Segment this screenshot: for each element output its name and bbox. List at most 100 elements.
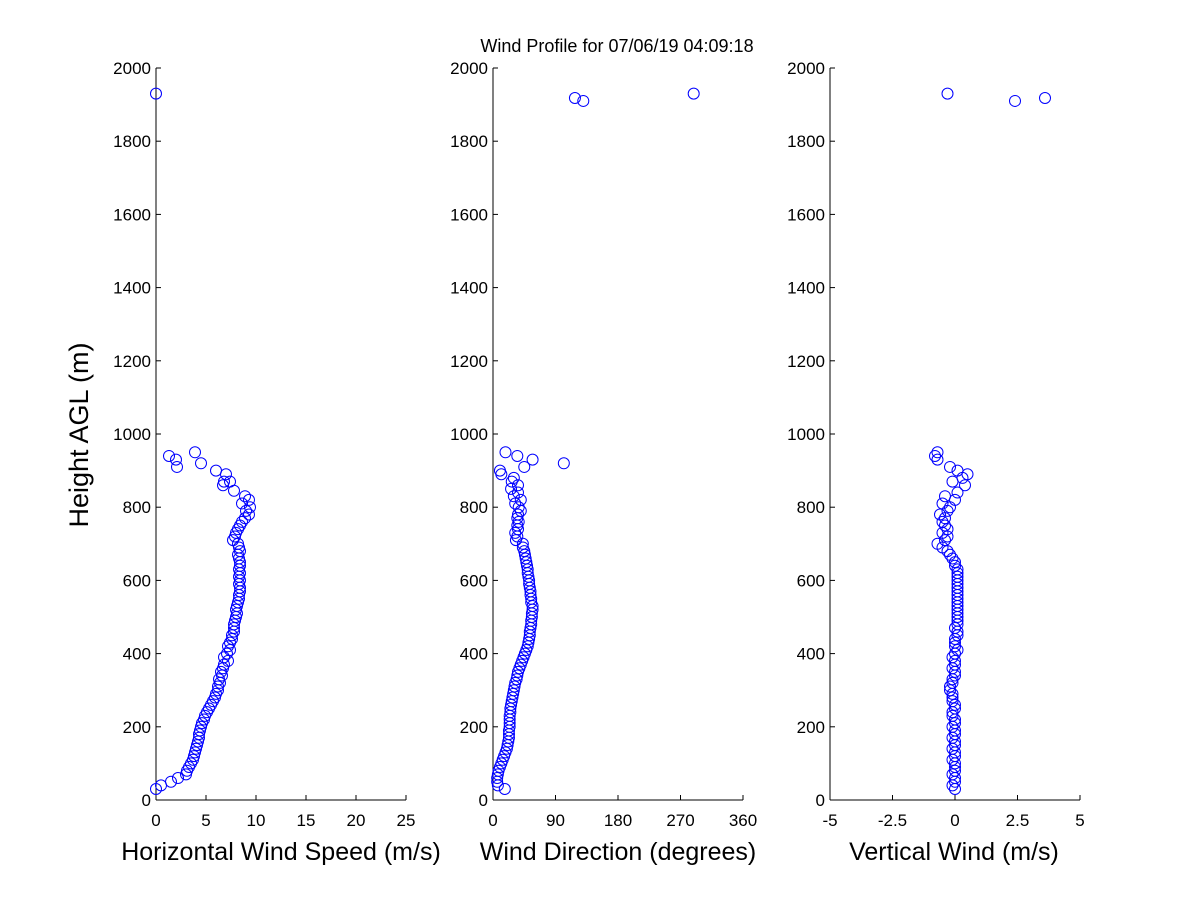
vertical-data-point	[946, 673, 959, 686]
speed-data-point	[172, 772, 184, 785]
speed-data-point	[163, 449, 175, 462]
speed-xtick-label: 25	[397, 811, 416, 830]
speed-data-point	[210, 687, 222, 700]
vertical-ytick-label: 600	[797, 571, 825, 590]
direction-data-point	[491, 772, 504, 785]
direction-data-point	[491, 779, 504, 792]
vertical-data-point	[946, 779, 959, 792]
vertical-xtick-label: 2.5	[1006, 811, 1030, 830]
direction-xtick-label: 360	[729, 811, 757, 830]
direction-panel-xlabel: Wind Direction (degrees)	[480, 838, 757, 866]
vertical-ytick-label: 200	[797, 718, 825, 737]
direction-data-point	[505, 475, 518, 488]
speed-data-point	[220, 468, 232, 481]
speed-xtick-label: 0	[151, 811, 160, 830]
direction-xtick-label: 270	[666, 811, 694, 830]
direction-ytick-label: 200	[460, 718, 488, 737]
vertical-data-point	[951, 629, 964, 642]
vertical-data-point	[946, 687, 959, 700]
figure-title: Wind Profile for 07/06/19 04:09:18	[480, 36, 753, 56]
speed-ytick-label: 2000	[113, 59, 151, 78]
vertical-panel: Vertical Wind (m/s) 0 200 400 600 800 1000 120…	[787, 59, 1085, 866]
vertical-data-point	[949, 640, 961, 653]
direction-ytick-label: 1800	[450, 132, 488, 151]
direction-data-point	[491, 775, 504, 788]
vertical-data-point	[946, 706, 959, 719]
direction-data-point	[501, 739, 514, 752]
vertical-data-point	[946, 753, 959, 766]
vertical-ytick-label: 1200	[787, 352, 825, 371]
vertical-ytick-label: 2000	[787, 59, 825, 78]
speed-data-point	[230, 611, 242, 623]
speed-data-point	[165, 775, 177, 788]
speed-data-point	[216, 669, 228, 682]
direction-ytick-label: 1000	[450, 425, 488, 444]
vertical-data-point	[959, 479, 971, 492]
direction-data-point	[502, 735, 515, 748]
vertical-data-point	[931, 446, 944, 459]
vertical-data-point	[946, 651, 959, 664]
speed-data-point	[221, 647, 233, 660]
speed-data-point	[243, 508, 255, 521]
speed-ytick-label: 400	[123, 645, 151, 664]
speed-data-point	[231, 607, 243, 620]
direction-data-point	[522, 636, 535, 649]
direction-data-point	[499, 446, 512, 459]
direction-xtick-label: 0	[488, 811, 497, 830]
speed-ytick-label: 0	[142, 791, 151, 810]
direction-data-point	[577, 94, 590, 107]
speed-data-point	[240, 504, 252, 517]
vertical-data-point	[949, 621, 961, 634]
vertical-data-point	[946, 720, 959, 733]
speed-ytick-label: 600	[123, 571, 151, 590]
vertical-data-point	[949, 556, 961, 569]
vertical-data-point	[946, 475, 959, 488]
direction-ytick-label: 800	[460, 498, 488, 517]
vertical-data-point	[929, 449, 941, 462]
direction-ytick-label: 600	[460, 571, 488, 590]
vertical-data-point	[946, 731, 959, 744]
speed-data-point	[244, 501, 256, 514]
speed-data-point	[170, 453, 182, 466]
vertical-xtick-label: -2.5	[878, 811, 907, 830]
direction-data-point	[514, 504, 527, 517]
vertical-panel-xlabel: Vertical Wind (m/s)	[849, 838, 1059, 866]
speed-data-point	[212, 680, 224, 693]
direction-data-point	[568, 92, 581, 105]
vertical-ytick-label: 0	[816, 791, 825, 810]
speed-data-point	[224, 643, 236, 656]
vertical-data-point	[1039, 92, 1051, 105]
vertical-data-point	[939, 534, 951, 547]
vertical-data-point	[944, 680, 956, 693]
speed-data-point	[226, 629, 238, 642]
direction-ytick-label: 0	[479, 791, 488, 810]
direction-data-point	[511, 669, 524, 682]
vertical-data-point	[946, 691, 959, 704]
vertical-data-point	[946, 552, 959, 565]
direction-ytick-label: 1400	[450, 279, 488, 298]
speed-data-point	[217, 479, 229, 492]
direction-data-point	[557, 457, 570, 470]
speed-data-point	[191, 739, 203, 752]
speed-data-point	[243, 493, 255, 506]
speed-data-point	[228, 484, 240, 497]
vertical-data-point	[949, 757, 961, 770]
speed-panel-xlabel: Horizontal Wind Speed (m/s)	[121, 838, 441, 866]
vertical-data-point	[944, 501, 956, 514]
direction-xtick-label: 180	[604, 811, 632, 830]
vertical-data-point	[941, 87, 954, 100]
speed-data-point	[150, 783, 162, 796]
vertical-data-point	[946, 768, 959, 781]
vertical-data-point	[949, 669, 961, 682]
vertical-data-point	[941, 530, 954, 543]
speed-data-point	[180, 768, 192, 781]
speed-ytick-label: 1400	[113, 279, 151, 298]
vertical-data-point	[951, 625, 964, 638]
vertical-data-point	[944, 460, 956, 473]
direction-ytick-label: 1600	[450, 205, 488, 224]
speed-data-point	[215, 665, 227, 678]
speed-data-point	[232, 548, 244, 561]
vertical-data-point	[939, 512, 951, 525]
